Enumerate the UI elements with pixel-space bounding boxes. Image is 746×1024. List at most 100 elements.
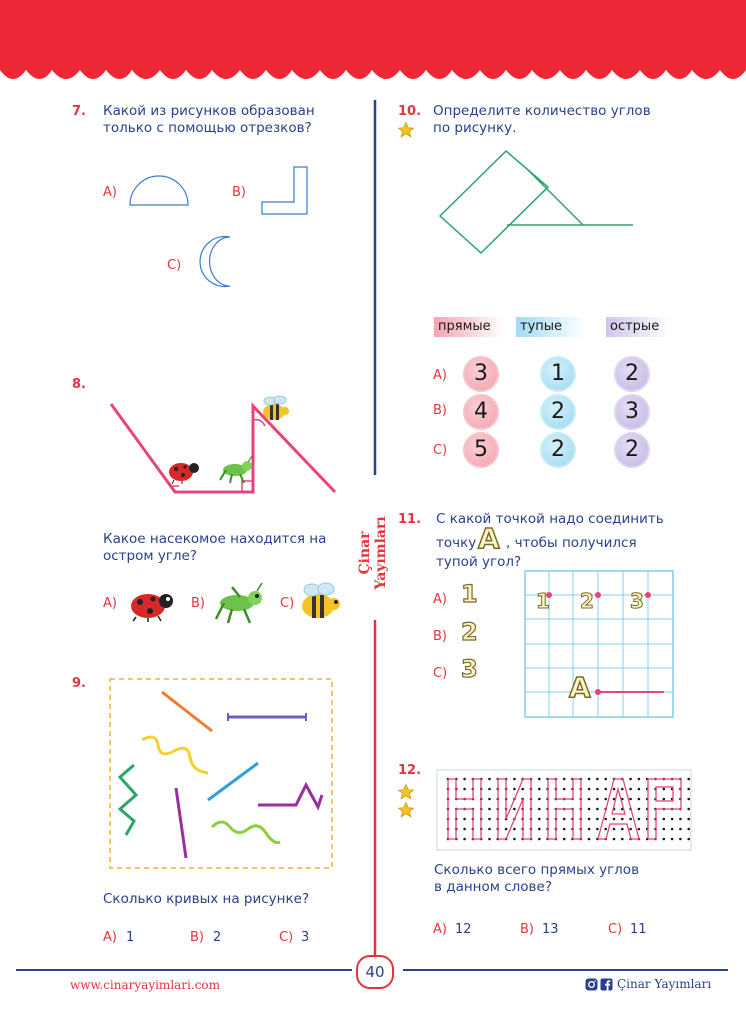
q11-option-a-label[interactable]: A): [433, 592, 447, 607]
q12-number: 12.: [398, 763, 422, 778]
grid-dot: [670, 827, 674, 831]
q11-option-b-value: 2: [460, 617, 478, 646]
q12-answer-c-value: 11: [630, 922, 647, 937]
q8-text-line2: остром угле?: [103, 548, 198, 564]
grid-dot: [587, 797, 591, 801]
grid-dot: [604, 827, 607, 831]
grid-dot: [629, 787, 632, 791]
grid-dot: [538, 837, 541, 841]
grid-dot: [463, 827, 466, 831]
grid-dot: [662, 837, 666, 841]
q10-header-acute: острые: [606, 317, 670, 337]
point-a-letter: A: [477, 521, 500, 556]
q11-grid: [524, 570, 674, 718]
q9-answer-a-label[interactable]: A): [103, 930, 117, 945]
q7-option-b[interactable]: B): [232, 185, 246, 200]
star-icon: [397, 783, 415, 800]
semicircle-shape: [129, 175, 189, 206]
grid-dot: [538, 807, 541, 811]
grid-dot: [513, 837, 516, 841]
q10-row-b-label[interactable]: B): [433, 403, 447, 418]
grid-dot: [562, 787, 566, 791]
grid-dot: [637, 807, 641, 811]
q7-option-c[interactable]: C): [167, 258, 182, 273]
grid-dot: [538, 797, 541, 801]
q12-answer-b-label[interactable]: B): [520, 922, 534, 937]
grid-dot: [612, 837, 616, 841]
q11-text-line3: тупой угол?: [436, 554, 522, 570]
grid-dot: [562, 827, 566, 831]
grid-dot: [463, 817, 466, 821]
grid-dot: [562, 837, 566, 841]
q11-text-line2-pre: точку: [436, 535, 477, 551]
grid-dot: [662, 817, 666, 821]
q10-row-b-acute: 3: [614, 394, 650, 430]
grid-dot: [488, 787, 491, 791]
grid-dot: [662, 797, 666, 801]
q10-row-a-label[interactable]: A): [433, 368, 447, 383]
grid-dot: [604, 777, 607, 781]
grid-dot: [488, 837, 491, 841]
grid-point-1: 1: [536, 589, 551, 614]
q12-answer-c-label[interactable]: C): [608, 922, 623, 937]
grid-dot: [637, 797, 641, 801]
grid-dot: [463, 837, 466, 841]
grid-dot: [687, 787, 690, 791]
grid-dot: [612, 827, 616, 831]
angles-figure: [438, 149, 633, 255]
grid-dot: [488, 777, 491, 781]
grid-dot: [679, 837, 682, 841]
q12-text-line1: Сколько всего прямых углов: [434, 862, 640, 878]
grid-dot: [587, 827, 591, 831]
grid-dot: [513, 787, 516, 791]
q12-answer-a-value: 12: [455, 922, 472, 937]
grid-dot: [662, 827, 666, 831]
grid-dot: [463, 787, 466, 791]
q10-number: 10.: [398, 104, 422, 119]
q10-row-a-straight: 3: [463, 356, 499, 392]
grid-dot: [629, 817, 632, 821]
q11-option-c-label[interactable]: C): [433, 666, 448, 681]
grid-dot: [629, 777, 632, 781]
grid-dot: [612, 797, 616, 801]
q10-row-b-straight: 4: [463, 394, 499, 430]
q9-answer-b-label[interactable]: B): [190, 930, 204, 945]
q10-row-a-acute: 2: [614, 356, 650, 392]
grid-dot: [463, 777, 466, 781]
q10-row-a-obtuse: 1: [540, 356, 576, 392]
grid-dot: [621, 827, 624, 831]
spine-text: Çinar Yayımları: [357, 516, 389, 590]
grasshopper-option-icon: [214, 583, 263, 624]
q10-text-line1: Определите количество углов: [433, 103, 651, 119]
q8-option-b[interactable]: B): [191, 596, 205, 611]
grid-dot: [596, 827, 599, 831]
grasshopper-icon: [219, 456, 253, 484]
q12-answer-b-value: 13: [542, 922, 559, 937]
q10-row-c-obtuse: 2: [540, 432, 576, 468]
grid-dot: [612, 787, 616, 791]
grid-point-a: A: [568, 670, 591, 705]
q9-answer-c-label[interactable]: C): [279, 930, 294, 945]
q10-header-obtuse: тупые: [516, 317, 586, 337]
page-number: 40: [356, 955, 394, 989]
q11-option-b-label[interactable]: B): [433, 629, 447, 644]
q10-row-c-label[interactable]: C): [433, 443, 448, 458]
center-divider: [373, 100, 377, 955]
facebook-icon[interactable]: [600, 978, 613, 991]
header-band: [0, 0, 746, 79]
l-shape: [261, 166, 308, 215]
grid-dot: [621, 837, 624, 841]
grid-dot: [662, 787, 666, 791]
q8-option-c[interactable]: C): [280, 596, 295, 611]
instagram-icon[interactable]: [585, 978, 598, 991]
grid-dot: [538, 777, 541, 781]
q8-option-a[interactable]: A): [103, 596, 117, 611]
footer-website[interactable]: www.cinaryayimlari.com: [70, 978, 221, 992]
grid-dot: [687, 837, 690, 841]
q7-option-a[interactable]: A): [103, 185, 117, 200]
grid-dot: [596, 817, 599, 821]
q10-row-c-acute: 2: [614, 432, 650, 468]
grid-dot: [538, 827, 541, 831]
q12-answer-a-label[interactable]: A): [433, 922, 447, 937]
q9-answer-c-value: 3: [301, 930, 310, 945]
